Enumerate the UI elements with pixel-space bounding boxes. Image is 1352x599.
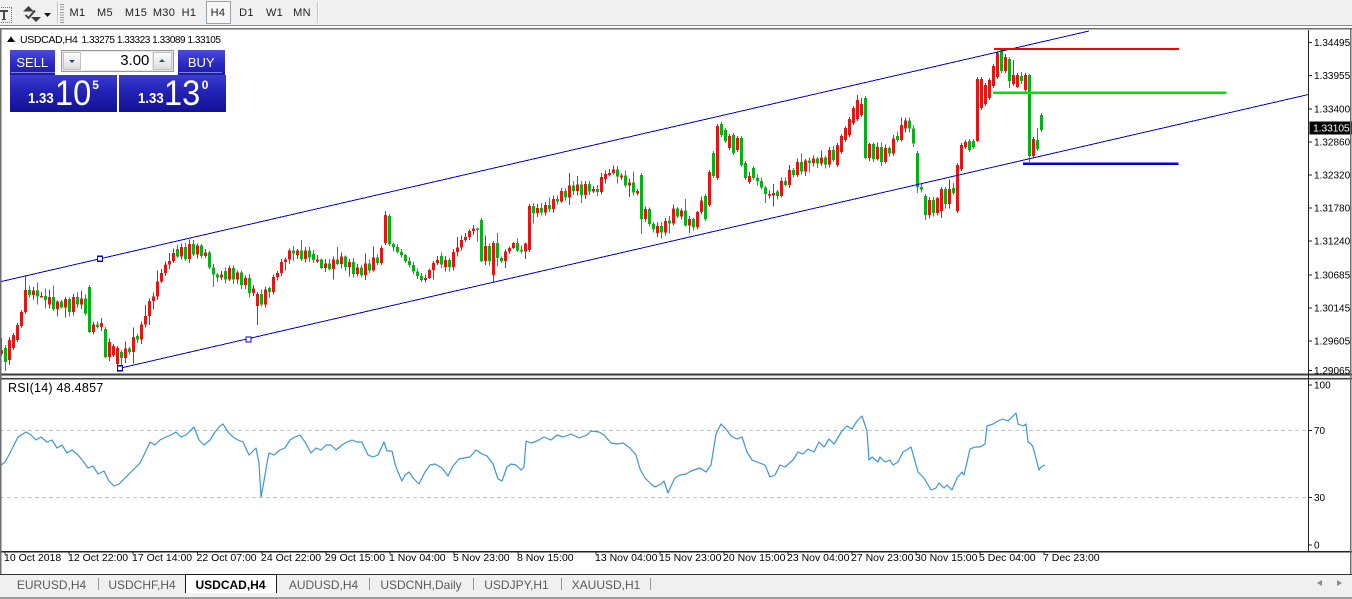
svg-text:RSI(14) 48.4857: RSI(14) 48.4857 <box>8 381 103 395</box>
svg-text:24 Oct 22:00: 24 Oct 22:00 <box>261 552 321 564</box>
svg-text:20 Nov 15:00: 20 Nov 15:00 <box>723 552 786 564</box>
svg-text:USDCAD,H4: USDCAD,H4 <box>20 34 78 46</box>
svg-text:0: 0 <box>1314 541 1320 552</box>
svg-text:1.33400: 1.33400 <box>1314 104 1351 115</box>
svg-text:1.29065: 1.29065 <box>1314 366 1351 377</box>
svg-text:1.32860: 1.32860 <box>1314 137 1351 148</box>
svg-text:1.32320: 1.32320 <box>1314 170 1351 181</box>
svg-text:70: 70 <box>1314 426 1326 437</box>
svg-text:1.34495: 1.34495 <box>1314 38 1351 49</box>
svg-text:5 Nov 23:00: 5 Nov 23:00 <box>453 552 510 564</box>
svg-text:17 Oct 14:00: 17 Oct 14:00 <box>132 552 192 564</box>
svg-text:100: 100 <box>1314 381 1331 392</box>
svg-text:7 Dec 23:00: 7 Dec 23:00 <box>1043 552 1100 564</box>
svg-text:1.31240: 1.31240 <box>1314 237 1351 248</box>
svg-text:10 Oct 2018: 10 Oct 2018 <box>4 552 61 564</box>
svg-text:1.33105: 1.33105 <box>1313 122 1350 134</box>
svg-text:29 Oct 15:00: 29 Oct 15:00 <box>325 552 385 564</box>
svg-text:1.33955: 1.33955 <box>1314 71 1351 82</box>
svg-text:1.31780: 1.31780 <box>1314 204 1351 215</box>
svg-text:23 Nov 04:00: 23 Nov 04:00 <box>787 552 850 564</box>
svg-text:27 Nov 23:00: 27 Nov 23:00 <box>851 552 914 564</box>
svg-text:13 Nov 04:00: 13 Nov 04:00 <box>595 552 658 564</box>
svg-text:1 Nov 04:00: 1 Nov 04:00 <box>389 552 446 564</box>
svg-text:12 Oct 22:00: 12 Oct 22:00 <box>68 552 128 564</box>
svg-text:1.33275 1.33323 1.33089 1.3310: 1.33275 1.33323 1.33089 1.33105 <box>82 35 222 46</box>
svg-text:30: 30 <box>1314 493 1326 504</box>
svg-text:22 Oct 07:00: 22 Oct 07:00 <box>197 552 257 564</box>
svg-text:8 Nov 15:00: 8 Nov 15:00 <box>517 552 574 564</box>
svg-text:1.29605: 1.29605 <box>1314 337 1351 348</box>
svg-text:30 Nov 15:00: 30 Nov 15:00 <box>915 552 978 564</box>
svg-text:5 Dec 04:00: 5 Dec 04:00 <box>979 552 1036 564</box>
svg-text:1.30685: 1.30685 <box>1314 271 1351 282</box>
svg-text:15 Nov 23:00: 15 Nov 23:00 <box>659 552 722 564</box>
svg-text:1.30145: 1.30145 <box>1314 304 1351 315</box>
